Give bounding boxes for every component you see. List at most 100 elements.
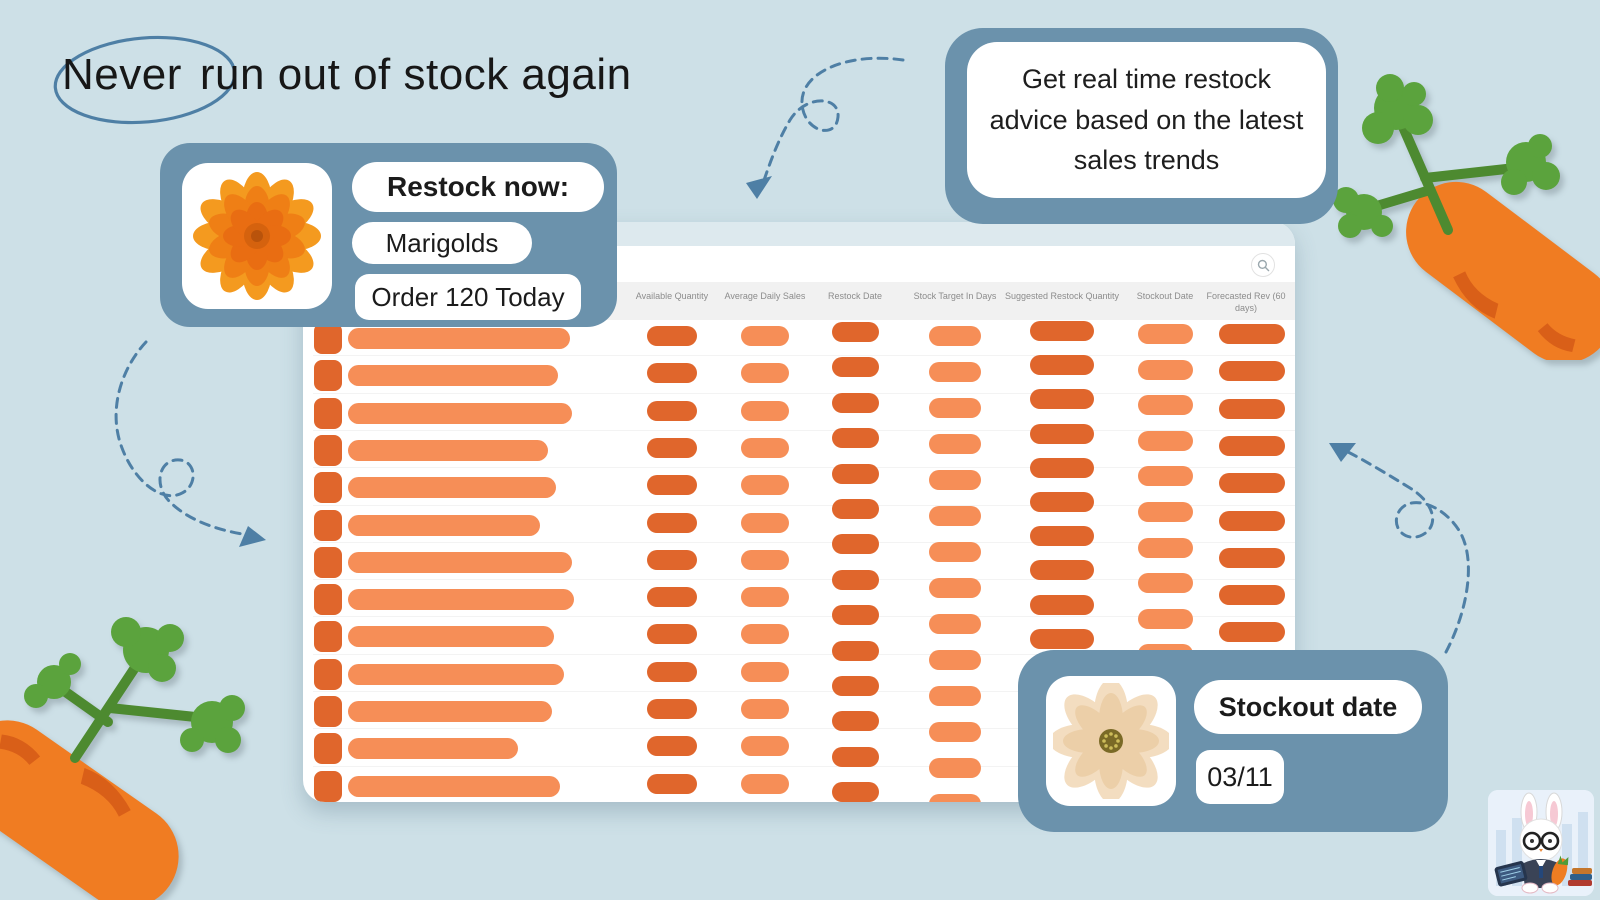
cell-value-redacted xyxy=(929,506,981,526)
cell-value-redacted xyxy=(647,624,697,645)
column-header: Suggested Restock Quantity xyxy=(1004,291,1120,301)
row-thumbnail-redacted xyxy=(314,696,342,727)
cell-value-redacted xyxy=(929,614,981,634)
cell-value-redacted xyxy=(647,326,697,346)
row-thumbnail-redacted xyxy=(314,434,342,466)
cell-value-redacted xyxy=(1030,423,1094,444)
stockout-date-box: 03/11 xyxy=(1196,750,1284,804)
cell-value-redacted xyxy=(929,362,981,382)
column-header: Available Quantity xyxy=(635,291,709,301)
cell-value-redacted xyxy=(929,326,981,346)
cell-value-redacted xyxy=(741,400,789,421)
cell-value-redacted xyxy=(647,587,697,608)
cell-value-redacted xyxy=(1137,395,1193,416)
cell-value-redacted xyxy=(1137,359,1193,380)
cosmos-flower-image xyxy=(1053,683,1169,799)
column-header: Restock Date xyxy=(827,291,883,301)
restock-now-card: Restock now: Marigolds Order 120 Today xyxy=(160,143,617,327)
row-separator xyxy=(313,691,1295,692)
cell-value-redacted xyxy=(1219,361,1285,382)
cell-value-redacted xyxy=(831,392,879,413)
cell-value-redacted xyxy=(741,512,789,533)
row-separator xyxy=(313,579,1295,581)
cell-value-redacted xyxy=(831,782,879,802)
arrow-right-head xyxy=(1329,443,1356,462)
cell-value-redacted xyxy=(929,794,981,802)
cell-value-redacted xyxy=(647,661,697,682)
cell-value-redacted xyxy=(647,363,697,384)
cell-value-redacted xyxy=(1219,398,1285,419)
row-separator xyxy=(313,429,1295,431)
cell-value-redacted xyxy=(741,661,789,682)
row-separator xyxy=(313,541,1295,543)
title-highlight: Never xyxy=(62,50,182,99)
carrot-leaves xyxy=(1333,74,1560,238)
title-rest: run out of stock again xyxy=(199,50,632,99)
row-thumbnail-redacted xyxy=(314,733,342,765)
bunny-logo-image xyxy=(1488,790,1594,896)
product-name-redacted xyxy=(348,589,574,611)
cell-value-redacted xyxy=(741,475,789,496)
cell-value-redacted xyxy=(1219,547,1285,568)
cell-value-redacted xyxy=(1137,573,1193,594)
advice-card: Get real time restock advice based on th… xyxy=(945,28,1338,224)
cell-value-redacted xyxy=(929,758,981,778)
arrow-top-curve xyxy=(760,56,905,188)
cell-value-redacted xyxy=(831,676,879,696)
product-name-redacted xyxy=(348,477,556,499)
cell-value-redacted xyxy=(1137,502,1193,522)
product-name-redacted xyxy=(348,402,572,424)
row-thumbnail-redacted xyxy=(314,397,342,429)
cell-value-redacted xyxy=(1219,473,1285,494)
row-thumbnail-redacted xyxy=(314,546,342,578)
cell-value-redacted xyxy=(647,549,697,570)
carrot-leaves xyxy=(24,617,245,753)
cell-value-redacted xyxy=(929,398,981,418)
column-header: Stock Target In Days xyxy=(913,291,997,301)
cell-value-redacted xyxy=(647,400,697,421)
cell-value-redacted xyxy=(647,699,697,719)
cell-value-redacted xyxy=(1030,628,1094,649)
bunny-logo xyxy=(1488,790,1594,896)
row-separator xyxy=(313,392,1295,394)
search-button[interactable] xyxy=(1251,253,1275,277)
cell-value-redacted xyxy=(1137,537,1193,558)
row-separator xyxy=(313,728,1295,730)
stockout-heading-text: Stockout date xyxy=(1218,691,1398,722)
restock-action-pill: Order 120 Today xyxy=(355,274,581,320)
cosmos-image-box xyxy=(1046,676,1176,806)
cell-value-redacted xyxy=(741,736,789,757)
cell-value-redacted xyxy=(929,650,981,670)
row-thumbnail-redacted xyxy=(314,472,342,504)
cell-value-redacted xyxy=(831,534,879,555)
cell-value-redacted xyxy=(741,549,789,570)
carrot-bottom-left xyxy=(0,617,245,900)
cell-value-redacted xyxy=(831,746,879,767)
cell-value-redacted xyxy=(929,686,981,706)
row-separator xyxy=(313,504,1295,506)
cell-value-redacted xyxy=(1219,510,1285,531)
cell-value-redacted xyxy=(1030,321,1094,341)
cell-value-redacted xyxy=(1219,585,1285,606)
cell-value-redacted xyxy=(647,736,697,757)
product-name-redacted xyxy=(348,775,560,797)
row-thumbnail-redacted xyxy=(314,770,342,802)
arrow-right-curve xyxy=(1344,449,1470,654)
cell-value-redacted xyxy=(741,363,789,384)
cell-value-redacted xyxy=(1137,466,1193,487)
search-icon xyxy=(1257,259,1269,271)
product-name-redacted xyxy=(348,514,540,536)
cell-value-redacted xyxy=(1030,492,1094,512)
cell-value-redacted xyxy=(647,475,697,496)
product-name-redacted xyxy=(348,551,572,573)
stockout-heading-pill: Stockout date xyxy=(1194,680,1422,734)
cell-value-redacted xyxy=(831,640,879,661)
cell-value-redacted xyxy=(1030,389,1094,410)
stockout-card: Stockout date 03/11 xyxy=(1018,650,1448,832)
restock-heading-pill: Restock now: xyxy=(352,162,604,212)
cell-value-redacted xyxy=(1030,594,1094,615)
column-header: Stockout Date xyxy=(1136,291,1194,301)
arrow-top-head xyxy=(746,176,772,199)
row-separator xyxy=(313,355,1295,357)
